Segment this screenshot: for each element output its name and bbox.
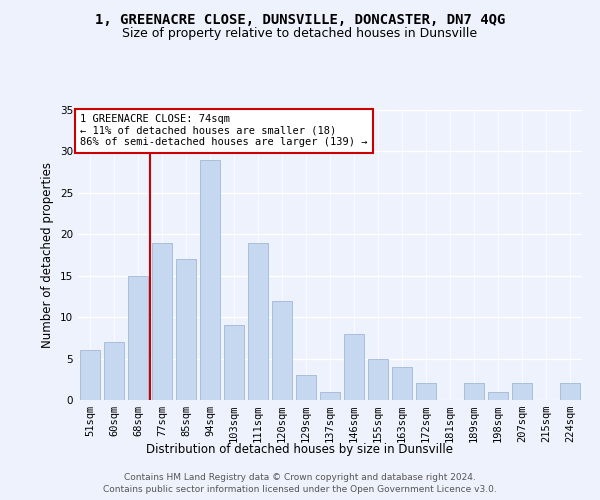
Text: 1, GREENACRE CLOSE, DUNSVILLE, DONCASTER, DN7 4QG: 1, GREENACRE CLOSE, DUNSVILLE, DONCASTER… (95, 12, 505, 26)
Text: 1 GREENACRE CLOSE: 74sqm
← 11% of detached houses are smaller (18)
86% of semi-d: 1 GREENACRE CLOSE: 74sqm ← 11% of detach… (80, 114, 368, 148)
Bar (464, 384, 484, 400)
Bar (560, 384, 580, 400)
Bar (80, 350, 100, 400)
Text: Distribution of detached houses by size in Dunsville: Distribution of detached houses by size … (146, 442, 454, 456)
Bar (200, 160, 220, 400)
Bar (344, 334, 364, 400)
Bar (416, 384, 436, 400)
Bar (248, 242, 268, 400)
Bar (104, 342, 124, 400)
Bar (176, 259, 196, 400)
Bar (320, 392, 340, 400)
Bar (512, 384, 532, 400)
Bar (368, 358, 388, 400)
Text: Contains public sector information licensed under the Open Government Licence v3: Contains public sector information licen… (103, 485, 497, 494)
Text: Contains HM Land Registry data © Crown copyright and database right 2024.: Contains HM Land Registry data © Crown c… (124, 472, 476, 482)
Text: Size of property relative to detached houses in Dunsville: Size of property relative to detached ho… (122, 28, 478, 40)
Bar (152, 242, 172, 400)
Bar (272, 300, 292, 400)
Bar (488, 392, 508, 400)
Bar (224, 326, 244, 400)
Bar (392, 367, 412, 400)
Bar (296, 375, 316, 400)
Bar (128, 276, 148, 400)
Y-axis label: Number of detached properties: Number of detached properties (41, 162, 55, 348)
